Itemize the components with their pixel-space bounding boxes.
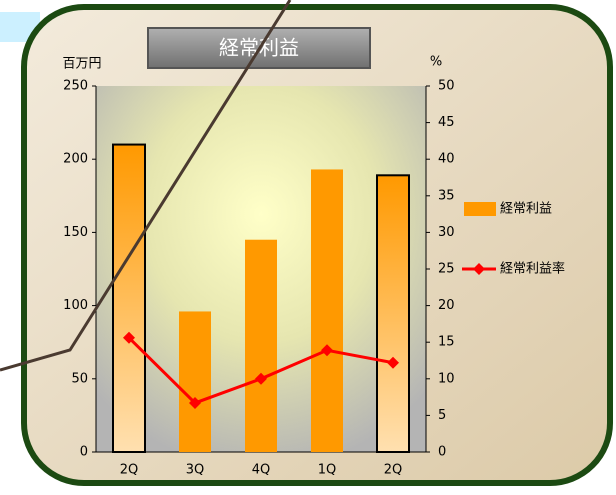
y-tick-label: 150 [63, 225, 88, 240]
decor-line [0, 0, 292, 372]
x-tick-label: 3Q [186, 463, 205, 478]
line-marker [321, 344, 333, 357]
x-tick-label: 4Q [252, 463, 271, 478]
legend-swatch [473, 263, 485, 275]
legend-label: 経常利益率 [500, 261, 565, 277]
x-tick-label: 1Q [318, 463, 337, 478]
y-tick-label: 100 [63, 298, 88, 313]
y2-tick-label: 50 [438, 79, 455, 94]
y2-tick-label: 10 [438, 371, 455, 386]
x-tick-label: 2Q [120, 463, 139, 478]
bar [376, 174, 410, 454]
y2-tick-label: 45 [438, 115, 455, 130]
y-tick-label: 200 [63, 152, 88, 167]
line-marker [255, 372, 267, 385]
y2-tick-label: 25 [438, 262, 455, 277]
y-tick-label: 50 [71, 371, 88, 386]
y-tick-label: 0 [80, 445, 88, 460]
line-marker [387, 356, 399, 369]
line-marker [189, 396, 201, 409]
bar [112, 143, 146, 453]
y2-tick-label: 30 [438, 225, 455, 240]
y-tick-label: 250 [63, 79, 88, 94]
legend-label: 経常利益 [500, 202, 552, 217]
y2-tick-label: 0 [438, 445, 446, 460]
line-marker [123, 331, 135, 344]
y2-tick-label: 5 [438, 408, 446, 423]
y2-tick-label: 15 [438, 335, 455, 350]
bar [245, 239, 277, 452]
y-axis-label: 百万円 [62, 57, 101, 72]
y2-tick-label: 40 [438, 152, 455, 167]
y2-tick-label: 20 [438, 298, 455, 313]
bar [311, 169, 343, 452]
x-tick-label: 2Q [384, 463, 403, 478]
bar [179, 311, 211, 452]
legend-swatch [464, 202, 496, 216]
y2-axis-label: % [430, 55, 442, 70]
y2-tick-label: 35 [438, 188, 455, 203]
